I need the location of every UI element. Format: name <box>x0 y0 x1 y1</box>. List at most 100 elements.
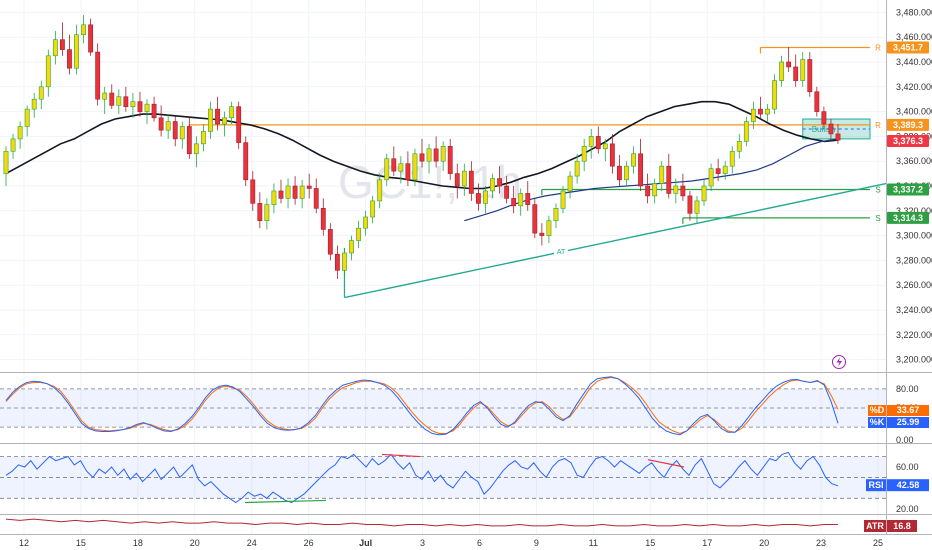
candle-body <box>285 185 291 199</box>
trendline-label: AT <box>557 249 566 256</box>
price-tag-label: 3,337.2 <box>893 184 923 194</box>
price-tag-label: 3,376.3 <box>893 136 923 146</box>
candle-body <box>602 143 608 150</box>
candle-body <box>525 193 531 205</box>
candle-body <box>624 165 629 181</box>
candle-body <box>38 86 44 100</box>
stochastic-tick-label: 0.00 <box>896 435 914 445</box>
candle-body <box>271 190 277 205</box>
lightning-icon[interactable] <box>832 355 846 369</box>
price-pane[interactable]: Bullish R R S S AT <box>3 14 887 299</box>
rsi-name-tag <box>866 479 886 492</box>
moving-average-line <box>5 100 839 190</box>
candle-body <box>123 96 129 107</box>
candle-body <box>116 96 122 106</box>
candle-body <box>631 153 636 167</box>
candle-body <box>793 66 799 81</box>
price-tick-label: 3,460.000 <box>896 32 932 42</box>
candle-body <box>10 138 16 152</box>
candle-body <box>250 179 256 204</box>
atr-name-label: ATR <box>866 521 884 531</box>
stochastic-value-label: 33.67 <box>897 405 920 415</box>
trendline <box>344 182 887 299</box>
candle-body <box>694 200 700 214</box>
candle-body <box>391 158 397 172</box>
candle-body <box>440 146 446 162</box>
candle-body <box>645 185 651 197</box>
time-tick-label: 20 <box>759 538 769 548</box>
candle-body <box>215 108 220 125</box>
atr-value-tag <box>887 520 917 532</box>
candle-body <box>454 173 460 187</box>
time-tick-label: 11 <box>589 538 598 548</box>
candle-body <box>800 59 806 81</box>
stochastic-tick-label: 80.00 <box>896 384 919 394</box>
stochastic-pane[interactable] <box>0 376 886 436</box>
atr-value-label: 16.8 <box>893 521 911 531</box>
price-tick-label: 3,300.000 <box>896 231 932 241</box>
stochastic-value-tag <box>887 405 929 416</box>
time-tick-label: 26 <box>304 538 314 548</box>
candle-body <box>581 146 587 162</box>
candle-body <box>257 203 263 222</box>
candle-body <box>264 204 270 222</box>
stochastic-name-tag <box>868 417 886 428</box>
stochastic-k-line <box>5 376 839 436</box>
candle-body <box>370 200 376 218</box>
candle-body <box>95 51 101 100</box>
candle-body <box>553 208 559 222</box>
candle-body <box>278 190 284 199</box>
price-tag <box>887 41 929 54</box>
candle-body <box>821 111 827 125</box>
level-label: S <box>875 214 880 223</box>
atr-pane[interactable] <box>5 518 838 527</box>
candle-body <box>574 160 580 177</box>
candle-body <box>165 121 171 131</box>
time-tick-label: 23 <box>816 538 826 548</box>
candle-body <box>546 220 552 236</box>
price-tag <box>887 118 929 131</box>
rsi-pane[interactable] <box>0 451 886 504</box>
time-tick-label: 20 <box>190 538 200 548</box>
candle-body <box>67 49 72 69</box>
atr-line <box>5 518 838 527</box>
candle-body <box>3 150 9 174</box>
rsi-name-label: RSI <box>868 480 883 490</box>
candle-body <box>708 168 714 187</box>
rsi-value-label: 42.58 <box>897 480 920 490</box>
candle-body <box>186 126 192 155</box>
candle-body <box>461 170 467 187</box>
candle-body <box>433 148 439 162</box>
price-tag-label: 3,451.7 <box>893 42 923 52</box>
candle-body <box>743 121 749 142</box>
candle-body <box>758 108 763 115</box>
time-tick-label: 15 <box>76 538 86 548</box>
candle-body <box>765 108 770 115</box>
price-tag <box>887 183 929 196</box>
candle-body <box>715 168 721 174</box>
candle-body <box>504 185 510 199</box>
candle-body <box>158 117 164 131</box>
candle-body <box>88 24 94 53</box>
candle-body <box>736 141 742 152</box>
zone-label: Bullish <box>812 125 836 134</box>
time-tick-label: 3 <box>420 538 425 548</box>
candle-body <box>356 227 361 241</box>
price-tick-label: 3,260.000 <box>896 280 932 290</box>
time-tick-label: 17 <box>702 538 712 548</box>
candle-body <box>130 101 136 107</box>
candle-body <box>17 126 23 140</box>
candle-body <box>349 240 354 254</box>
candle-body <box>327 229 333 255</box>
candle-body <box>412 153 418 181</box>
candle-body <box>475 193 481 204</box>
price-tick-label: 3,320.000 <box>896 206 932 216</box>
time-tick-label: Jul <box>359 538 372 548</box>
candle-body <box>313 188 319 209</box>
candle-body <box>750 108 756 122</box>
level-label: S <box>875 185 880 194</box>
candle-body <box>835 133 841 141</box>
candle-body <box>81 24 86 36</box>
